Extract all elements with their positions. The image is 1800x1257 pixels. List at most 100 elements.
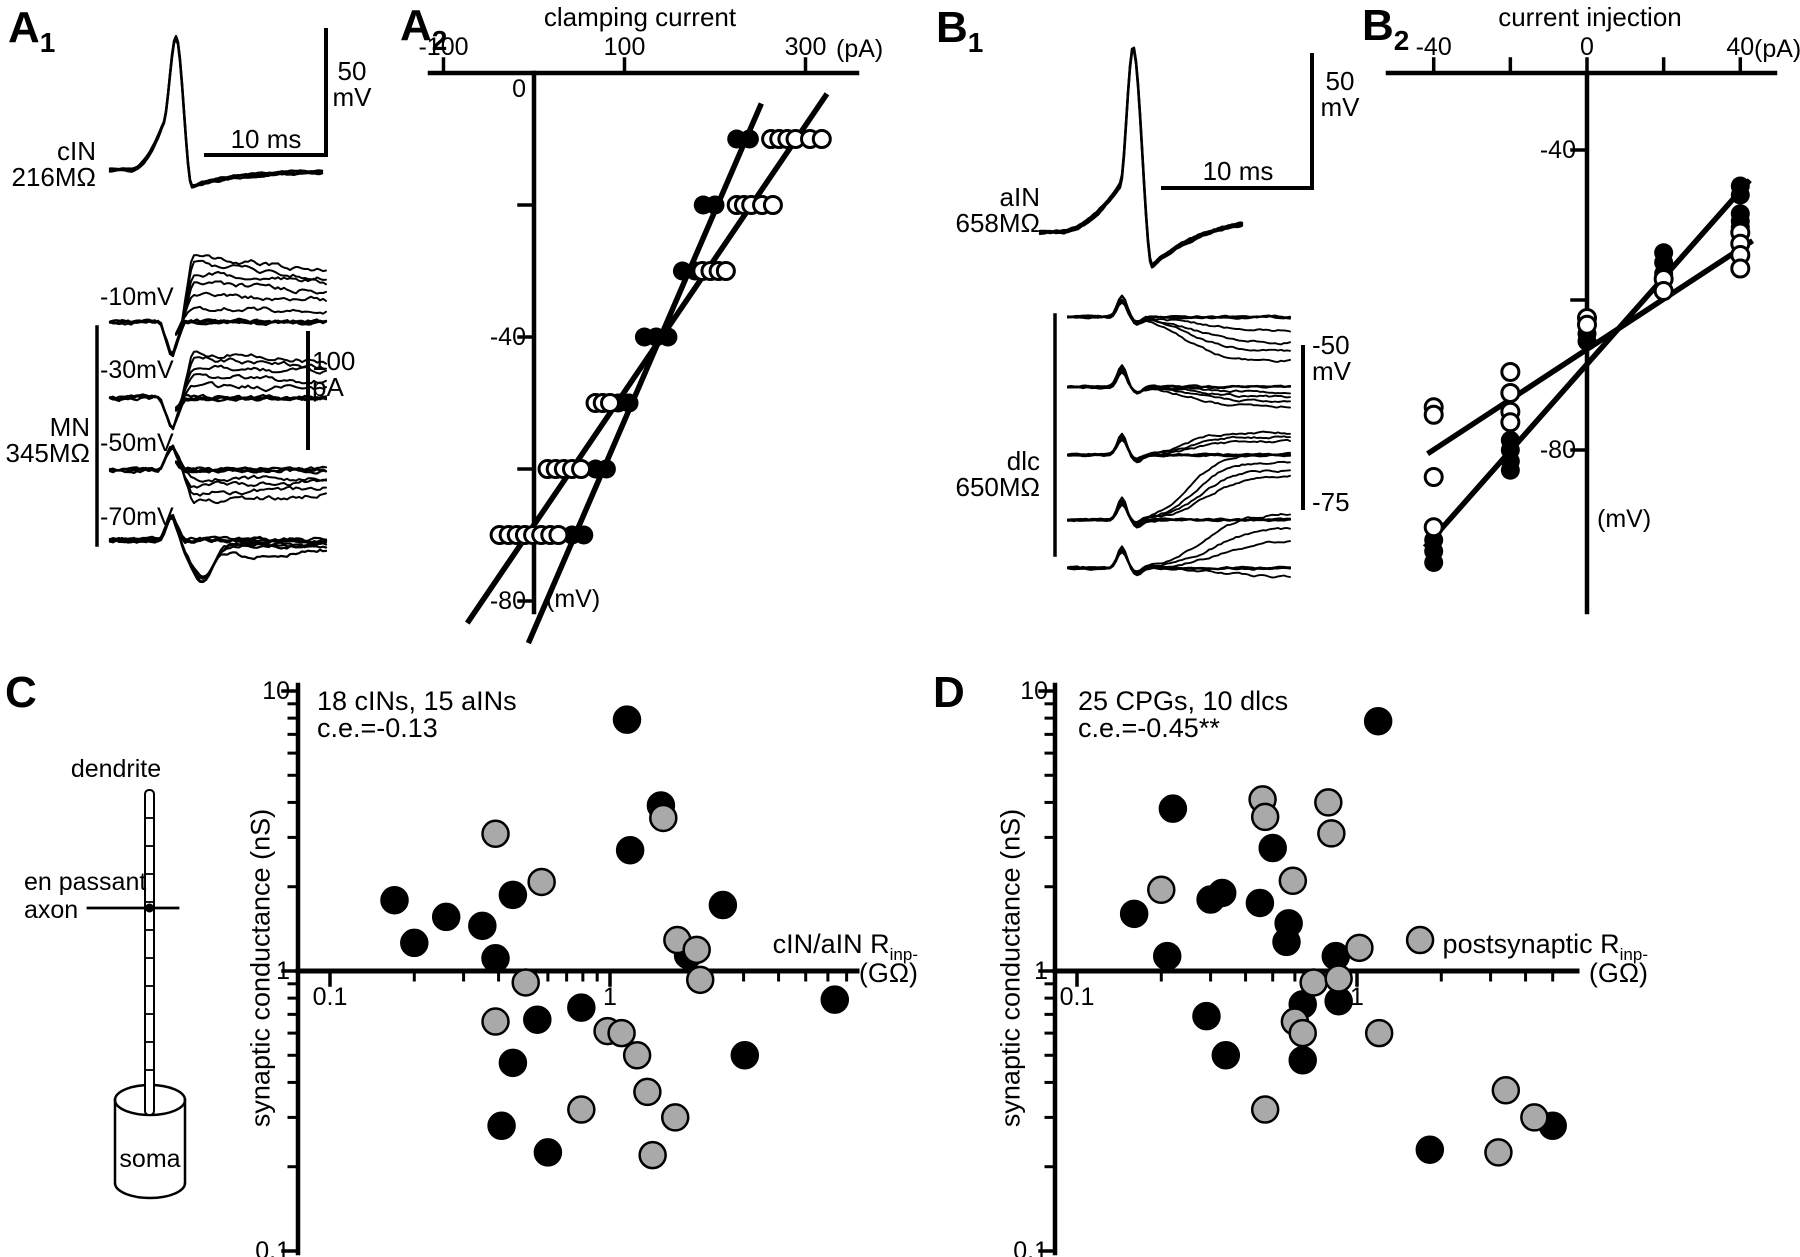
D-y-tick-label: 0.1 — [1013, 1237, 1048, 1257]
a1-mn-current-trace — [175, 373, 327, 409]
a1-mn-baseline-trace — [108, 393, 328, 430]
b1-vscale2-unit: mV — [1312, 356, 1351, 386]
B2-x-tick-label: -40 — [1415, 33, 1452, 61]
B2-x-tick-label: 40 — [1726, 33, 1755, 61]
panel-a1-label: A1 — [8, 3, 56, 58]
D-black-point — [1288, 1046, 1317, 1075]
D-black-point — [1211, 1041, 1241, 1070]
b1-dlc-response-trace — [1067, 301, 1291, 363]
A2-filled-point — [619, 393, 639, 413]
A2-y-tick-label: 0 — [512, 75, 526, 103]
a1-mn-inward-trace — [108, 516, 328, 578]
B2-open-point — [1423, 517, 1444, 538]
A2-open-point — [600, 393, 621, 413]
b1-dlc-response-trace — [1067, 502, 1291, 528]
d-note-counts: 25 CPGs, 10 dlcs — [1078, 686, 1289, 716]
D-gray-point — [1250, 802, 1280, 832]
C-black-point — [481, 944, 510, 973]
a1-spike-trace — [108, 37, 324, 189]
D-black-point — [1272, 927, 1301, 957]
D-black-point — [1207, 878, 1237, 908]
C-black-point — [708, 890, 738, 920]
a1-step-label-1: -10mV — [100, 283, 174, 311]
D-gray-point — [1324, 964, 1353, 993]
A2-fit-line — [525, 102, 764, 645]
b1-vscale2-top: -50 — [1312, 330, 1350, 360]
D-gray-point — [1405, 925, 1435, 955]
B2-filled-point — [1730, 185, 1750, 205]
A2-y-tick-label: -80 — [489, 587, 526, 615]
a1-mn-name: MN — [49, 412, 90, 442]
a1-mn-baseline-trace — [108, 444, 328, 475]
D-gray-point — [1317, 819, 1346, 848]
C-black-point — [380, 885, 409, 915]
C-black-point — [498, 880, 528, 910]
c-x-axis-title: cIN/aIN Rinp- — [772, 929, 918, 964]
D-x-tick-label: 1 — [1350, 983, 1364, 1011]
a1-cell-name: cIN — [57, 136, 96, 166]
C-y-tick-label: 1 — [276, 957, 290, 985]
panel-c-label: C — [5, 668, 37, 717]
B2-open-point — [1500, 383, 1521, 403]
C-black-point — [431, 902, 461, 932]
A2-filled-point — [658, 327, 678, 347]
b1-dlc-baseline-trace — [1067, 547, 1291, 577]
A2-filled-point — [574, 525, 594, 545]
dendrite-shaft — [144, 789, 155, 1116]
D-gray-point — [1484, 1138, 1513, 1167]
panel-b1-label: B1 — [936, 3, 984, 58]
d-x-axis-unit: (GΩ) — [1588, 958, 1648, 988]
b1-dlc-response-trace — [1067, 437, 1291, 460]
A2-filled-point — [705, 195, 725, 215]
a1-mn-current-trace — [175, 364, 327, 411]
D-gray-point — [1278, 866, 1308, 896]
b1-dlc-name: dlc — [1006, 446, 1040, 476]
A2-x-tick-label: 100 — [603, 33, 646, 61]
C-gray-point — [622, 1041, 652, 1070]
a1-cell-resistance: 216MΩ — [11, 162, 96, 192]
a1-vscale-unit: mV — [332, 82, 372, 112]
a1-mn-current-trace — [175, 381, 327, 410]
a1-mn-current-trace — [175, 461, 327, 497]
B2-open-point — [1500, 412, 1521, 433]
b1-dlc-response-trace — [1067, 368, 1291, 399]
C-gray-point — [638, 1140, 667, 1170]
D-black-point — [1158, 794, 1188, 823]
A2-filled-point — [739, 129, 759, 149]
b1-vscale-unit: mV — [1320, 92, 1360, 122]
a1-step-label-3: -50mV — [100, 429, 174, 457]
b1-dlc-resistance: 650MΩ — [955, 472, 1040, 502]
a1-mn-current-trace — [175, 461, 327, 483]
a1-mn-current-trace — [175, 280, 327, 336]
c-x-axis-unit: (GΩ) — [858, 958, 918, 988]
A2-open-point — [548, 525, 569, 545]
b1-tscale-label: 10 ms — [1202, 156, 1274, 186]
A2-open-point — [762, 195, 783, 215]
a1-mn-current-trace — [175, 259, 327, 335]
a1-mn-baseline-trace — [108, 318, 328, 356]
C-y-tick-label: 0.1 — [255, 1237, 290, 1257]
C-black-point — [612, 705, 642, 734]
a2-x-unit: (pA) — [836, 35, 884, 63]
C-black-point — [730, 1041, 760, 1070]
D-gray-point — [1314, 788, 1343, 817]
a2-title: clamping current — [543, 2, 737, 32]
b1-dlc-response-trace — [1067, 298, 1291, 333]
C-gray-point — [527, 867, 556, 897]
C-black-point — [567, 993, 596, 1022]
B2-filled-point — [1577, 331, 1597, 351]
panel-d-label: D — [933, 668, 965, 717]
C-gray-point — [685, 965, 715, 995]
b1-vscale2-bottom: -75 — [1312, 487, 1350, 517]
b1-dlc-response-trace — [1067, 512, 1291, 573]
C-gray-point — [633, 1077, 662, 1107]
b2-x-unit: (pA) — [1754, 35, 1800, 63]
a1-mn-current-trace — [175, 350, 327, 412]
C-black-point — [400, 928, 429, 958]
C-black-point — [523, 1005, 552, 1034]
C-black-point — [468, 911, 497, 941]
C-gray-point — [481, 1007, 510, 1036]
a1-mn-current-trace — [175, 461, 327, 505]
